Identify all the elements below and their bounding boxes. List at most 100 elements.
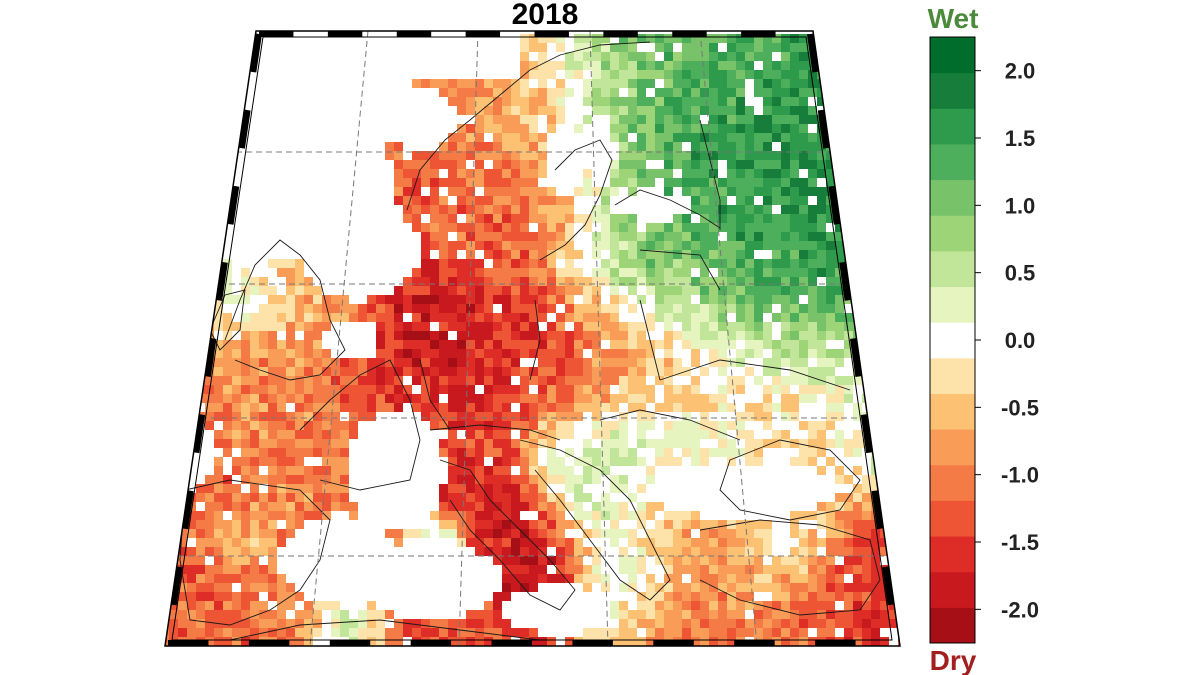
anomaly-cell	[331, 619, 340, 628]
anomaly-cell	[601, 502, 610, 511]
anomaly-cell	[520, 493, 529, 502]
anomaly-cell	[457, 439, 466, 448]
anomaly-cell	[484, 367, 493, 376]
anomaly-cell	[565, 43, 574, 52]
anomaly-cell	[817, 250, 826, 259]
anomaly-cell	[745, 214, 754, 223]
anomaly-cell	[313, 331, 322, 340]
anomaly-cell	[628, 178, 637, 187]
anomaly-cell	[664, 34, 673, 43]
anomaly-cell	[790, 61, 799, 70]
anomaly-cell	[673, 322, 682, 331]
colorbar-tick-label: 2.0	[1005, 59, 1036, 84]
anomaly-cell	[817, 151, 826, 160]
anomaly-cell	[835, 439, 844, 448]
anomaly-cell	[457, 340, 466, 349]
anomaly-cell	[187, 592, 196, 601]
anomaly-cell	[430, 421, 439, 430]
anomaly-cell	[709, 313, 718, 322]
anomaly-cell	[376, 295, 385, 304]
anomaly-cell	[466, 169, 475, 178]
anomaly-cell	[745, 268, 754, 277]
anomaly-cell	[547, 475, 556, 484]
anomaly-cell	[565, 232, 574, 241]
anomaly-cell	[304, 394, 313, 403]
anomaly-cell	[430, 151, 439, 160]
anomaly-cell	[727, 565, 736, 574]
anomaly-cell	[466, 250, 475, 259]
anomaly-cell	[628, 277, 637, 286]
anomaly-cell	[502, 124, 511, 133]
anomaly-cell	[709, 610, 718, 619]
anomaly-cell	[331, 439, 340, 448]
anomaly-cell	[691, 313, 700, 322]
anomaly-cell	[637, 349, 646, 358]
anomaly-cell	[484, 106, 493, 115]
anomaly-cell	[727, 583, 736, 592]
anomaly-cell	[583, 232, 592, 241]
anomaly-cell	[394, 160, 403, 169]
anomaly-cell	[781, 133, 790, 142]
anomaly-cell	[745, 322, 754, 331]
anomaly-cell	[259, 502, 268, 511]
anomaly-cell	[448, 529, 457, 538]
anomaly-cell	[619, 583, 628, 592]
anomaly-cell	[565, 196, 574, 205]
anomaly-cell	[277, 628, 286, 637]
anomaly-cell	[637, 304, 646, 313]
anomaly-cell	[457, 196, 466, 205]
anomaly-cell	[547, 448, 556, 457]
anomaly-cell	[214, 502, 223, 511]
anomaly-cell	[385, 295, 394, 304]
anomaly-cell	[763, 421, 772, 430]
anomaly-cell	[214, 484, 223, 493]
anomaly-cell	[592, 412, 601, 421]
anomaly-cell	[763, 133, 772, 142]
anomaly-cell	[214, 466, 223, 475]
anomaly-cell	[412, 277, 421, 286]
anomaly-cell	[772, 628, 781, 637]
anomaly-cell	[241, 637, 250, 646]
anomaly-cell	[655, 259, 664, 268]
anomaly-cell	[493, 439, 502, 448]
anomaly-cell	[565, 439, 574, 448]
anomaly-cell	[619, 106, 628, 115]
anomaly-cell	[529, 34, 538, 43]
anomaly-cell	[781, 277, 790, 286]
anomaly-cell	[223, 331, 232, 340]
anomaly-cell	[196, 529, 205, 538]
anomaly-cell	[214, 493, 223, 502]
anomaly-cell	[484, 268, 493, 277]
anomaly-cell	[385, 376, 394, 385]
anomaly-cell	[691, 358, 700, 367]
anomaly-cell	[799, 43, 808, 52]
anomaly-cell	[277, 574, 286, 583]
anomaly-cell	[655, 628, 664, 637]
anomaly-cell	[322, 601, 331, 610]
anomaly-cell	[853, 421, 862, 430]
anomaly-cell	[718, 430, 727, 439]
anomaly-cell	[295, 637, 304, 646]
anomaly-cell	[466, 151, 475, 160]
anomaly-cell	[772, 178, 781, 187]
anomaly-cell	[790, 619, 799, 628]
anomaly-cell	[682, 277, 691, 286]
anomaly-cell	[457, 619, 466, 628]
anomaly-cell	[475, 457, 484, 466]
anomaly-cell	[646, 322, 655, 331]
anomaly-cell	[637, 61, 646, 70]
anomaly-cell	[646, 106, 655, 115]
anomaly-cell	[637, 547, 646, 556]
anomaly-cell	[700, 97, 709, 106]
anomaly-cell	[493, 223, 502, 232]
anomaly-cell	[682, 394, 691, 403]
anomaly-cell	[547, 376, 556, 385]
anomaly-cell	[484, 151, 493, 160]
coastline-north-africa	[229, 619, 541, 641]
anomaly-cell	[232, 421, 241, 430]
anomaly-cell	[754, 457, 763, 466]
anomaly-cell	[718, 259, 727, 268]
anomaly-cell	[655, 574, 664, 583]
anomaly-cell	[214, 403, 223, 412]
anomaly-cell	[700, 574, 709, 583]
